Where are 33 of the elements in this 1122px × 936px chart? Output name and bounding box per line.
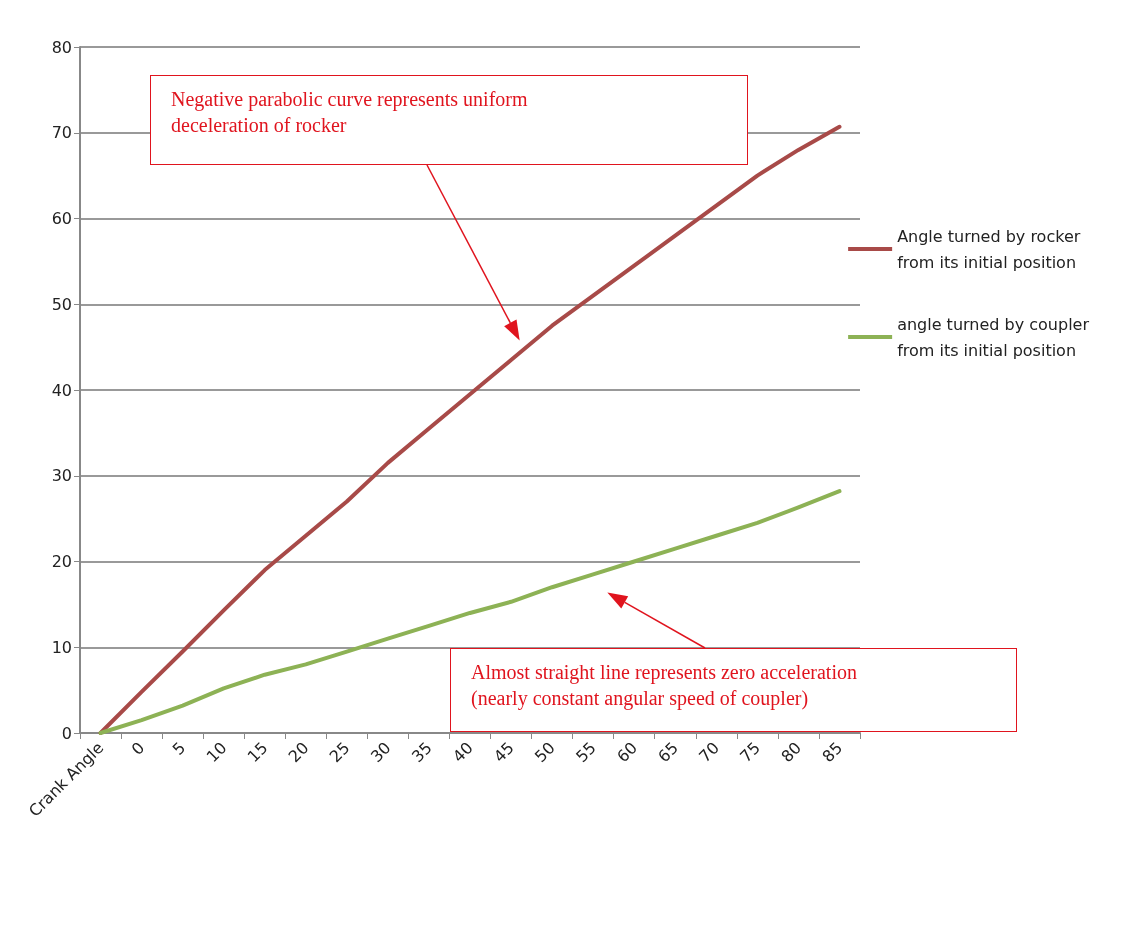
y-tick-label: 60 — [51, 209, 72, 228]
x-tick-label: 50 — [531, 738, 559, 767]
x-tick-label: 65 — [654, 738, 682, 767]
legend-label: Angle turned by rocker from its initial position — [897, 226, 1081, 272]
x-tick-label: 30 — [366, 738, 395, 767]
x-tick-label: 60 — [613, 738, 641, 767]
y-tick-label: 70 — [51, 123, 72, 143]
callout-box: Negative parabolic curve represents uniform deceleration of rocker — [150, 75, 748, 165]
x-tick-label: 85 — [818, 738, 847, 767]
x-tick-label: 70 — [695, 738, 724, 767]
legend-label: angle turned by coupler from its initial position — [897, 314, 1090, 360]
x-tick-label: 55 — [572, 738, 600, 767]
y-tick-label: 20 — [51, 552, 72, 571]
y-tick-label: 80 — [51, 37, 72, 57]
x-tick-label: 0 — [127, 738, 149, 759]
x-tick-label: 35 — [407, 738, 436, 767]
callout-box: Almost straight line represents zero acceleration (nearly constant angular speed of coupler) — [450, 648, 1017, 732]
x-tick-label: 45 — [489, 738, 518, 767]
x-tick-label: 20 — [284, 738, 313, 767]
annotation: Almost straight line represents zero acceleration (nearly constant angular speed of coupler) — [471, 661, 857, 709]
x-tick-label: 75 — [736, 738, 765, 767]
x-tick-label: 5 — [168, 738, 190, 759]
y-tick-label: 0 — [61, 723, 72, 743]
y-tick-label: 50 — [51, 294, 72, 314]
x-tick-label: 10 — [202, 738, 231, 767]
y-tick-label: 30 — [51, 466, 72, 486]
x-tick-label: 15 — [243, 738, 272, 767]
annotation: Negative parabolic curve represents uniform deceleration of rocker — [171, 88, 528, 136]
x-tick-label: 25 — [325, 738, 354, 767]
y-tick-label: 10 — [51, 637, 72, 657]
x-tick-label: 80 — [777, 738, 806, 767]
y-tick-label: 40 — [51, 380, 72, 400]
x-tick-label: 40 — [448, 738, 477, 767]
